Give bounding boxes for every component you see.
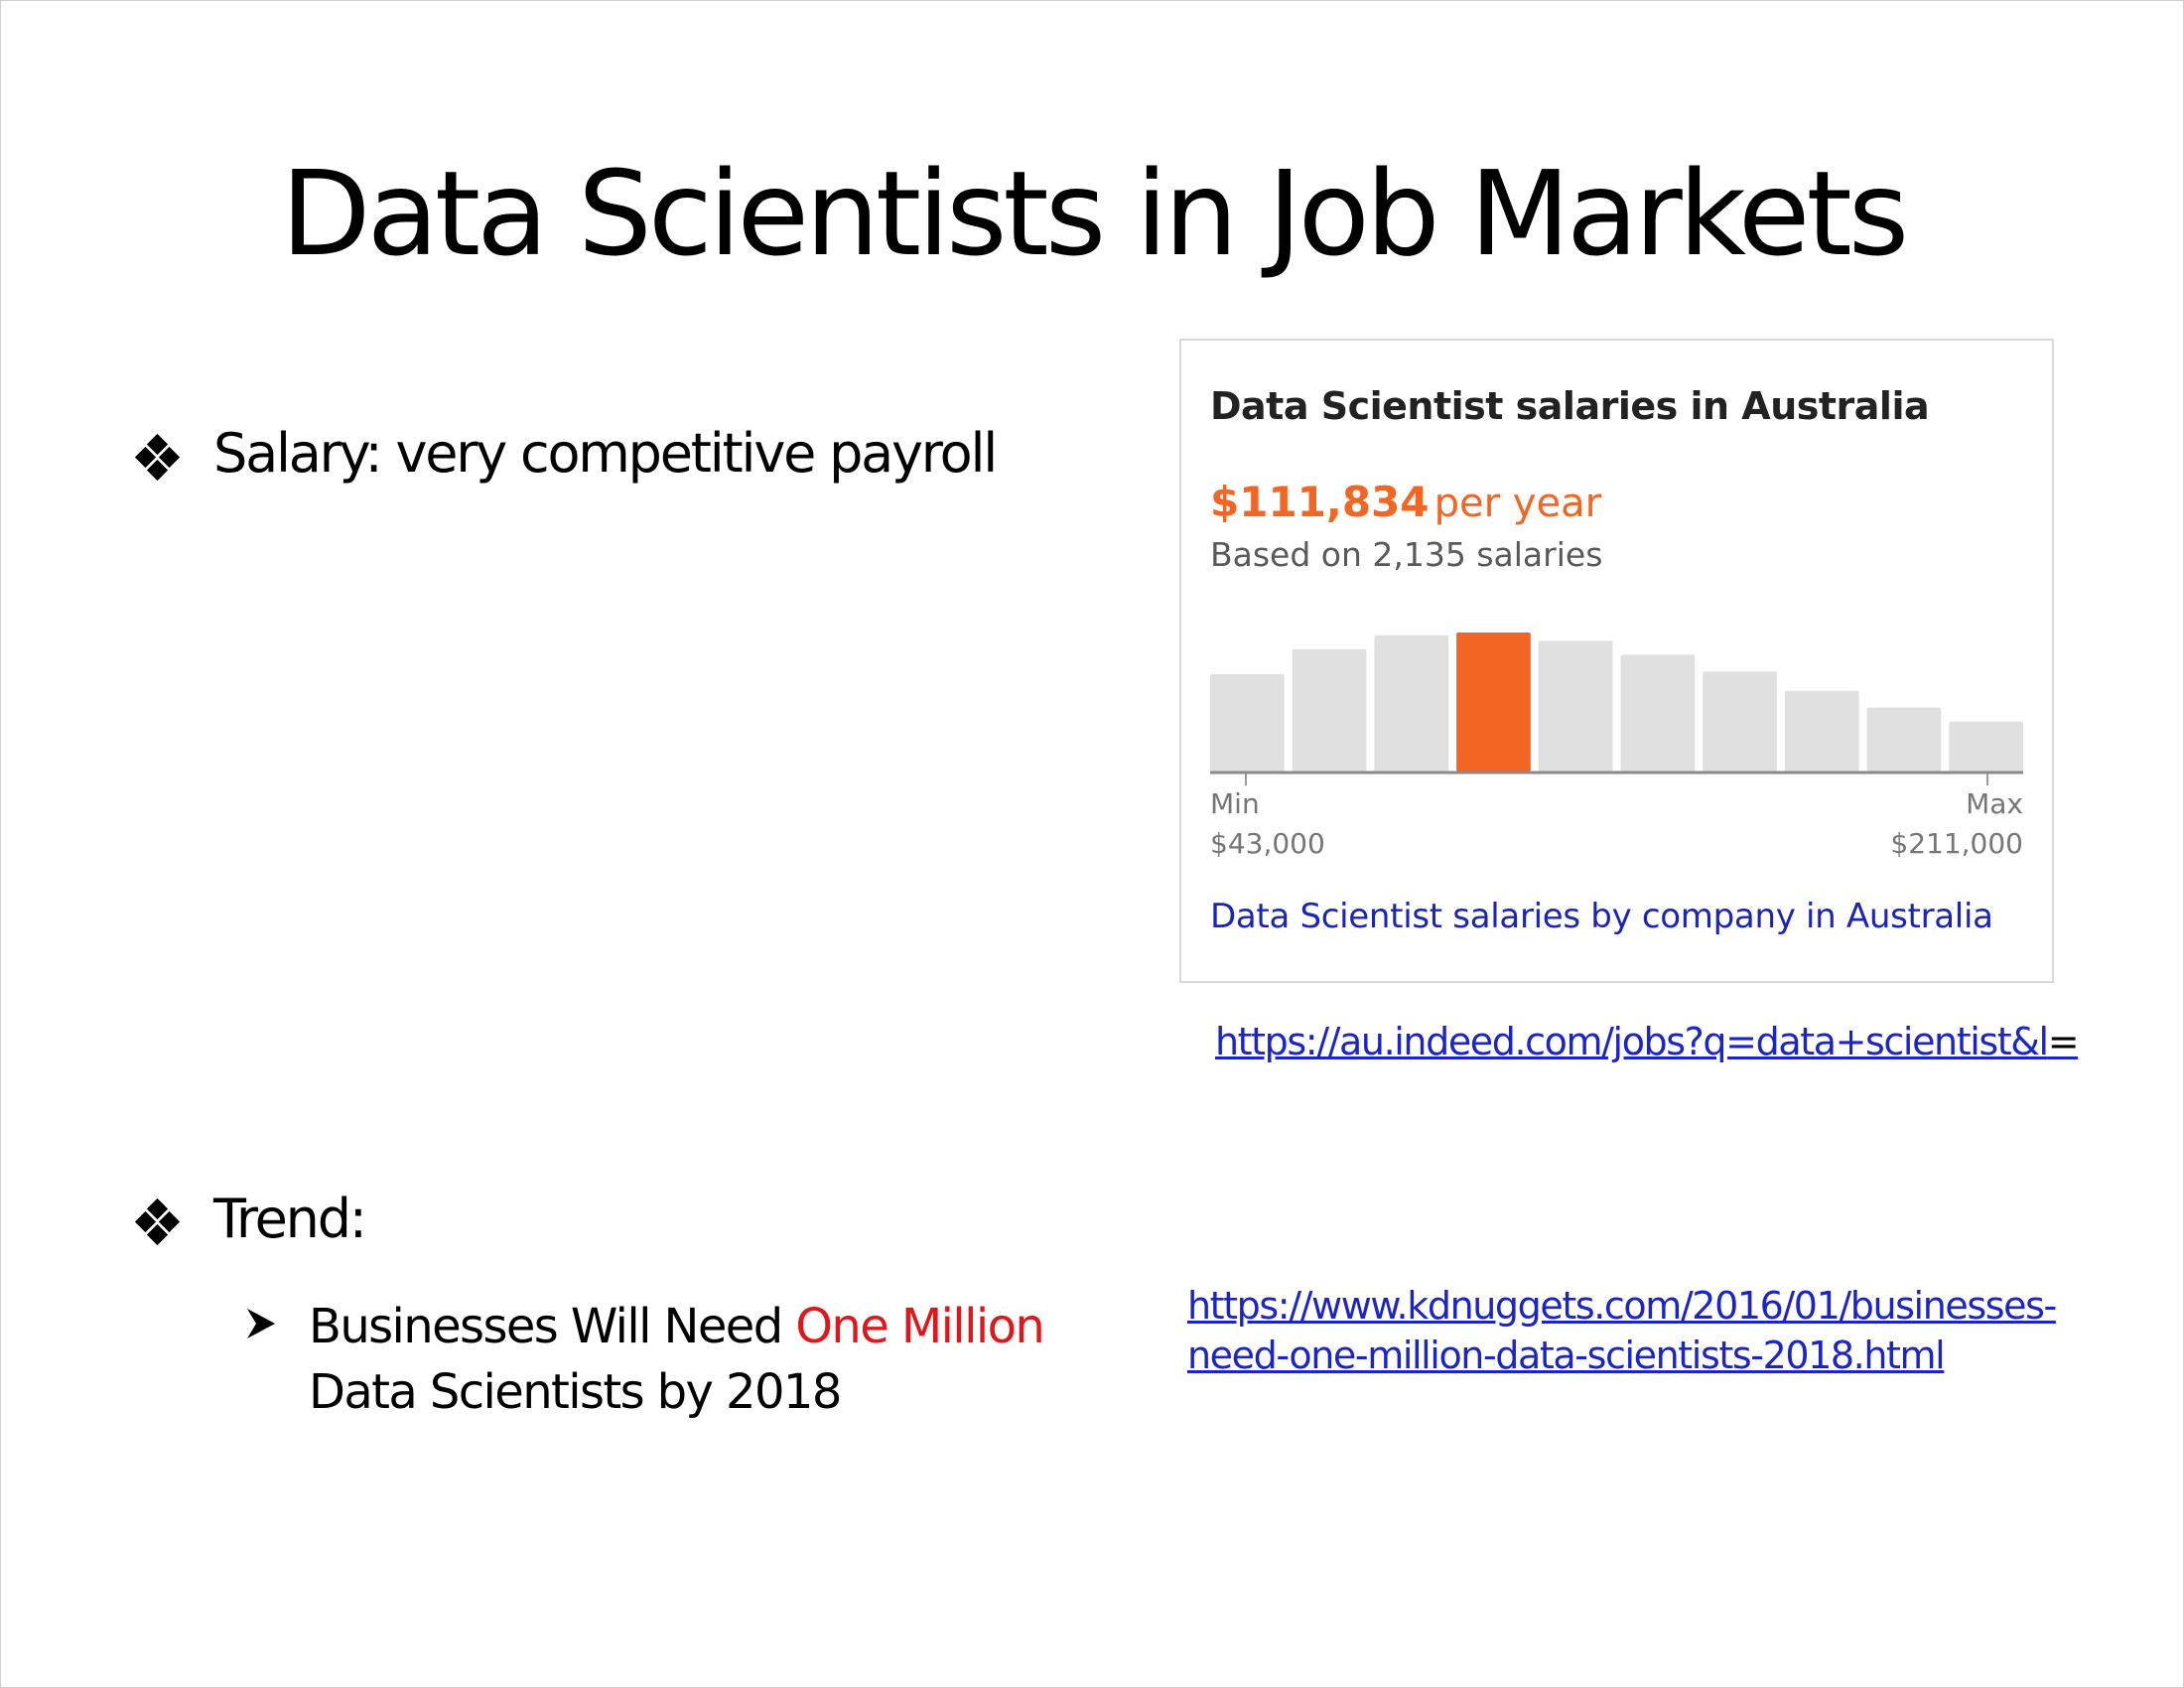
one-million-highlight: One Million [795, 1299, 1045, 1354]
max-value: $211,000 [1890, 827, 2023, 860]
histogram-bar [1292, 648, 1367, 772]
histogram-bar [1620, 654, 1696, 772]
histogram-bar [1784, 690, 1859, 772]
max-label: Max [1966, 787, 2023, 820]
sub-bullet-prefix: Businesses Will Need [309, 1299, 796, 1354]
slide-title: Data Scientists in Job Markets [280, 145, 1910, 282]
indeed-link[interactable]: https://au.indeed.com/jobs?q=data+scient… [1215, 1020, 2080, 1063]
kdnuggets-url-line1[interactable]: https://www.kdnuggets.com/2016/01/busine… [1187, 1284, 2057, 1328]
histogram-bar [1374, 634, 1449, 772]
salary-card: Data Scientist salaries in Australia $11… [1179, 339, 2054, 983]
histogram-bar [1866, 707, 1942, 772]
min-value: $43,000 [1210, 827, 1325, 860]
card-title: Data Scientist salaries in Australia [1210, 384, 1930, 428]
salary-bullet: Salary: very competitive payroll [213, 422, 998, 485]
histogram-bar [1210, 674, 1285, 772]
indeed-url-suffix: = [2047, 1020, 2080, 1063]
million-data-scientists-bullet: Businesses Will Need One Million Data Sc… [309, 1294, 1045, 1425]
kdnuggets-link[interactable]: https://www.kdnuggets.com/2016/01/busine… [1187, 1281, 2057, 1380]
salaries-by-company-link[interactable]: Data Scientist salaries by company in Au… [1210, 897, 1993, 936]
diamond-bullet-icon [134, 1197, 181, 1246]
indeed-url[interactable]: https://au.indeed.com/jobs?q=data+scient… [1215, 1020, 2049, 1063]
min-label: Min [1210, 787, 1260, 820]
salary-unit: per year [1433, 481, 1602, 526]
histogram-bar [1949, 721, 2023, 772]
diamond-bullet-icon [134, 433, 181, 482]
salary-sample-size: Based on 2,135 salaries [1210, 535, 1603, 574]
trend-bullet: Trend: [213, 1188, 367, 1250]
salary-amount: $111,834 [1210, 478, 1430, 526]
kdnuggets-url-line2[interactable]: need-one-million-data-scientists-2018.ht… [1187, 1334, 1946, 1377]
sub-bullet-line2: Data Scientists by 2018 [309, 1364, 842, 1420]
histogram-bar [1703, 671, 1777, 772]
salary-histogram [1210, 633, 2023, 785]
histogram-bar-average [1456, 633, 1531, 772]
average-salary: $111,834 per year [1210, 478, 1601, 526]
arrow-bullet-icon [247, 1309, 275, 1338]
histogram-bar [1538, 640, 1613, 772]
